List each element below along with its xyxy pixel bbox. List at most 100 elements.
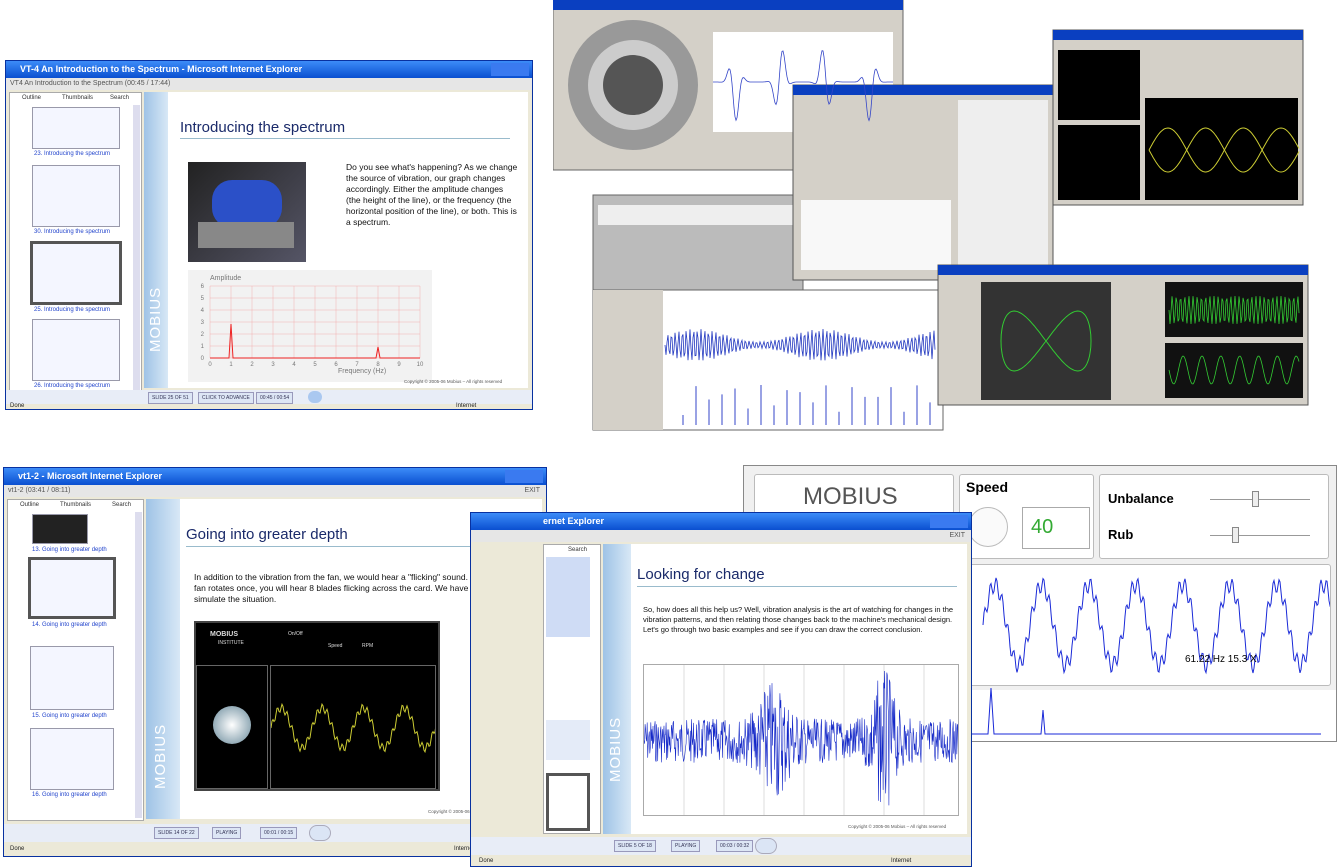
player-bar: SLIDE 14 OF 22 PLAYING 00:01 / 00:15 <box>4 824 546 842</box>
inner-label: Speed <box>328 643 343 649</box>
sidebar: Search <box>543 544 601 834</box>
trace <box>1168 355 1300 385</box>
x-tick-label: 3 <box>271 362 275 368</box>
tab[interactable]: Thumbnails <box>60 502 92 508</box>
title-bar <box>793 85 1053 95</box>
thumbnail[interactable] <box>30 646 114 710</box>
x-tick-label: 2 <box>250 362 254 368</box>
thumbnail-caption[interactable]: 30. Introducing the spectrum <box>34 229 111 235</box>
thumbnail-selected[interactable] <box>28 557 116 619</box>
trace <box>210 323 420 359</box>
rule <box>637 586 957 587</box>
rule <box>180 138 510 139</box>
window-buttons[interactable] <box>930 515 968 528</box>
y-tick-label: 0 <box>201 356 205 362</box>
thumbnail-selected[interactable] <box>30 241 122 305</box>
waveform <box>270 665 436 789</box>
thumbnail-caption[interactable]: 16. Going into greater depth <box>32 792 107 798</box>
thumbnail-caption[interactable]: 25. Introducing the spectrum <box>34 307 111 313</box>
course-bar: vt1-2 (03:41 / 08:11) EXIT <box>4 485 546 497</box>
thumbnail[interactable] <box>546 720 590 760</box>
zone-text: Internet <box>454 846 475 852</box>
chart-area: 0 1 2 3 4 5 6 0 1 2 3 4 5 6 7 8 9 10 <box>201 284 424 368</box>
chart-axis-label: Amplitude <box>210 275 242 282</box>
thumbnail-selected[interactable] <box>546 773 590 831</box>
thumbnail[interactable] <box>32 319 120 381</box>
thumbnail-caption[interactable]: 15. Going into greater depth <box>32 713 107 719</box>
status-text: Done <box>479 858 494 864</box>
trace <box>982 577 1330 675</box>
status-text: Done <box>10 846 25 852</box>
slide-counter: SLIDE 5 OF 18 <box>614 840 656 852</box>
window-buttons[interactable] <box>505 470 543 483</box>
pause-button[interactable] <box>309 825 331 841</box>
y-tick-label: 5 <box>201 296 205 302</box>
logo: MOBIUS <box>147 286 164 352</box>
thumbnail[interactable] <box>30 728 114 790</box>
time: 00:45 / 00:54 <box>256 392 294 404</box>
course-title: vt1-2 (03:41 / 08:11) <box>8 487 71 494</box>
x-tick-label: 4 <box>292 362 296 368</box>
speed-knob[interactable] <box>968 507 1008 547</box>
player-bar: SLIDE 5 OF 18 PLAYING 00:03 / 00:32 <box>471 837 971 855</box>
time: 00:01 / 00:15 <box>260 827 298 839</box>
slide-text: Do you see what's happening? As we chang… <box>346 162 518 227</box>
tab[interactable]: Outline <box>20 502 40 508</box>
status: PLAYING <box>212 827 242 839</box>
tab[interactable]: Thumbnails <box>62 95 94 101</box>
thumbnail[interactable] <box>32 165 120 227</box>
slide: MOBIUS Looking for change So, how does a… <box>603 544 967 834</box>
thumbnail[interactable] <box>32 514 88 544</box>
inner-label: On/Off <box>288 631 303 637</box>
slider-thumb[interactable] <box>1252 491 1259 507</box>
title-bar: VT-4 An Introduction to the Spectrum - M… <box>6 61 532 78</box>
thumbnail-caption[interactable]: 13. Going into greater depth <box>32 547 107 553</box>
speed-box: Speed 40 <box>959 474 1094 559</box>
status-text: Done <box>10 403 25 409</box>
y-tick-label: 2 <box>201 332 205 338</box>
browser-window: ernet Explorer EXIT Search MOBIUS Lookin… <box>470 512 972 867</box>
tab[interactable]: Search <box>568 547 588 553</box>
exit[interactable]: EXIT <box>524 487 540 494</box>
logo: MOBIUS <box>803 483 898 510</box>
label: Speed <box>966 479 1009 495</box>
readout: 61.22 Hz 15.3 X <box>1185 654 1257 665</box>
slider-thumb[interactable] <box>1232 527 1239 543</box>
exit[interactable]: EXIT <box>949 532 965 539</box>
player-bar: SLIDE 25 OF 51 CLICK TO ADVANCE 00:45 / … <box>6 390 532 404</box>
thumbnail-caption[interactable]: 14. Going into greater depth <box>32 622 107 628</box>
trace <box>1148 127 1300 173</box>
thumbnail-caption[interactable]: 23. Introducing the spectrum <box>34 151 111 157</box>
x-tick-label: 9 <box>397 362 401 368</box>
analyzer-controls[interactable] <box>593 290 663 430</box>
browser-window: VT-4 An Introduction to the Spectrum - M… <box>5 60 533 410</box>
zone-text: Internet <box>456 403 477 409</box>
label: Rub <box>1108 527 1134 542</box>
logo: MOBIUS <box>607 716 624 782</box>
speed-input[interactable]: 40 <box>1022 507 1090 549</box>
footer: Copyright © 2005-06 Mobius – All rights … <box>848 824 947 829</box>
tab[interactable]: Search <box>112 502 132 508</box>
chart-axis-label: Frequency (Hz) <box>338 368 387 375</box>
rule <box>186 546 526 547</box>
slide-text: In addition to the vibration from the fa… <box>194 572 525 604</box>
simulator-collage <box>553 0 1309 431</box>
tab[interactable]: Outline <box>22 95 42 101</box>
inner-logo: MOBIUS <box>210 631 238 638</box>
x-tick-label: 10 <box>417 362 424 368</box>
speed-value: 40 <box>1031 516 1054 538</box>
thumbnail[interactable] <box>546 557 590 637</box>
window-buttons[interactable] <box>491 63 529 76</box>
trace <box>1168 295 1300 325</box>
thumbnail[interactable] <box>32 107 120 149</box>
scrollbar[interactable] <box>133 105 140 391</box>
sidebar: Outline Thumbnails Search 23. Introducin… <box>9 92 142 392</box>
x-tick-label: 0 <box>208 362 212 368</box>
scrollbar[interactable] <box>135 512 142 818</box>
thumbnail-caption[interactable]: 26. Introducing the spectrum <box>34 383 111 389</box>
slide-title: Introducing the spectrum <box>180 119 346 136</box>
tab[interactable]: Search <box>110 95 130 101</box>
play-button[interactable] <box>308 391 322 403</box>
pause-button[interactable] <box>755 838 777 854</box>
x-tick-label: 7 <box>355 362 359 368</box>
